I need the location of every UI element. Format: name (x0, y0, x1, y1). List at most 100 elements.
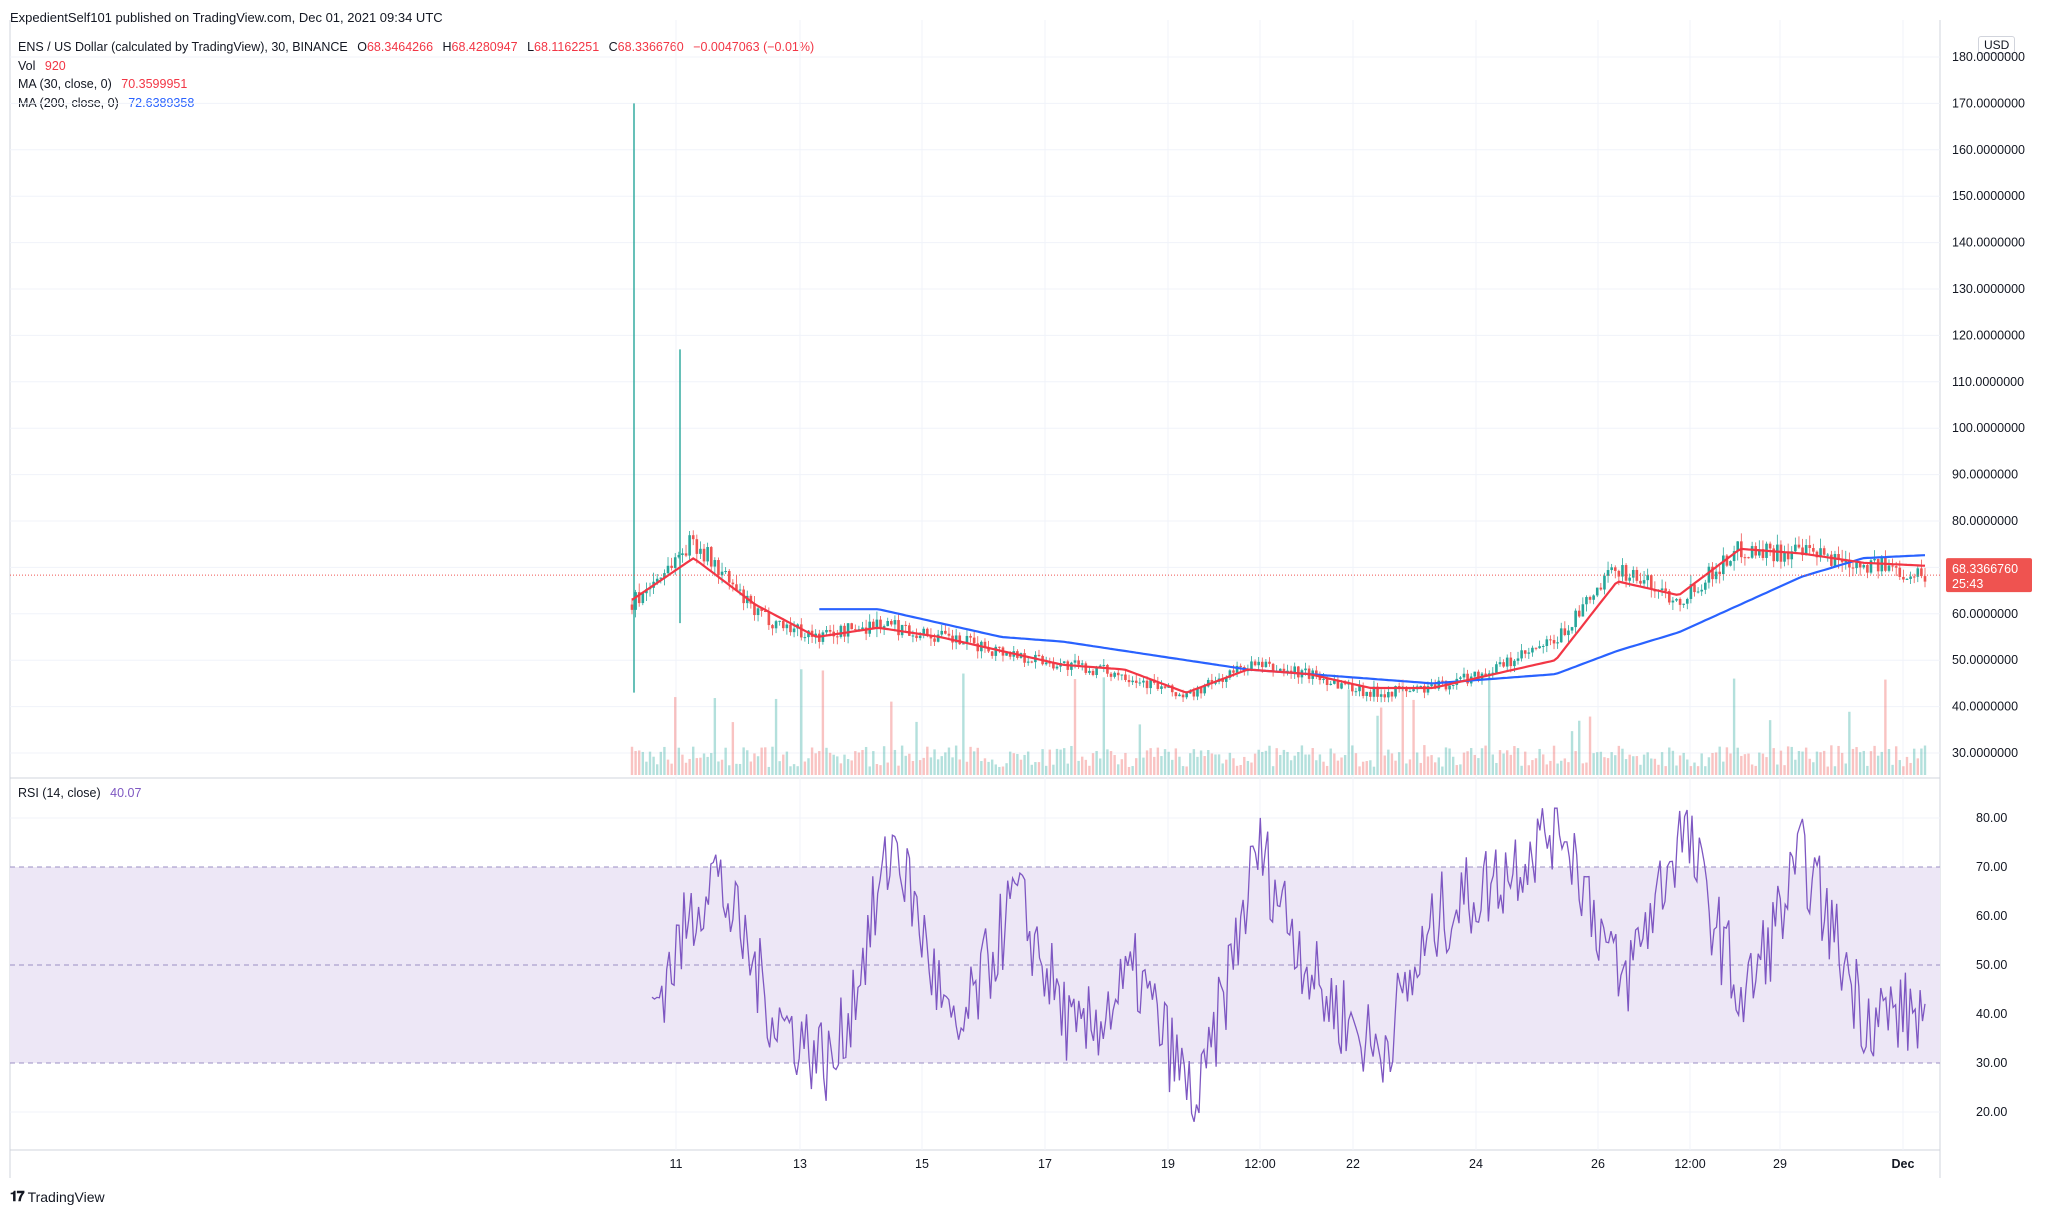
candle-body (958, 635, 962, 645)
footer-brand[interactable]: 𝟏𝟕 TradingView (10, 1188, 105, 1205)
volume-bar (1596, 752, 1599, 775)
volume-bar (828, 752, 832, 775)
volume-bar (1250, 762, 1253, 775)
candle-body (1887, 565, 1891, 571)
volume-bar (1621, 748, 1624, 775)
volume-bar (1574, 751, 1577, 775)
candle-body (911, 635, 915, 637)
candle-body (1358, 686, 1361, 692)
volume-bar (890, 701, 893, 775)
candle-body (1315, 670, 1318, 676)
volume-bar (778, 761, 781, 775)
candle-body (1131, 680, 1134, 683)
candle-body (1696, 591, 1700, 593)
candle-body (781, 620, 785, 629)
volume-bar (1898, 760, 1901, 775)
volume-bar (1797, 751, 1801, 775)
volume-bar (1315, 760, 1318, 775)
candle-body (1772, 548, 1776, 562)
volume-bar (1048, 749, 1051, 775)
volume-row[interactable]: Vol 920 (18, 57, 814, 76)
symbol-name[interactable]: ENS / US Dollar (calculated by TradingVi… (18, 40, 348, 54)
volume-bar (1876, 755, 1880, 775)
candle-body (1894, 566, 1898, 568)
candle-body (1282, 668, 1286, 671)
volume-bar (1394, 760, 1397, 775)
volume-bar (1513, 746, 1516, 775)
rsi-legend[interactable]: RSI (14, close) 40.07 (18, 786, 141, 800)
ma30-label: MA (30, close, 0) (18, 77, 112, 91)
candle-body (1462, 673, 1466, 678)
candle-body (1336, 680, 1340, 689)
candle-body (1595, 587, 1599, 596)
volume-bar (1232, 758, 1235, 775)
volume-bar (911, 761, 915, 775)
candle-body (1729, 561, 1732, 566)
candle-body (1819, 548, 1822, 558)
candle-body (1325, 679, 1329, 686)
candle-body (1430, 684, 1433, 687)
candle-body (1116, 672, 1120, 676)
candle-body (634, 592, 637, 610)
candle-body (1005, 652, 1008, 656)
volume-bar (951, 757, 954, 775)
volume-bar (1185, 766, 1188, 775)
volume-bar (1664, 766, 1667, 775)
candle-body (1142, 680, 1145, 683)
candle-body (1106, 664, 1109, 674)
volume-bar (1102, 677, 1106, 775)
price-tick-label: 170.0000000 (1952, 96, 2025, 110)
currency-button[interactable]: USD (1978, 36, 2016, 54)
candle-body (1750, 546, 1754, 558)
price-tick-label: 40.0000000 (1952, 700, 2018, 714)
candle-body (1678, 598, 1682, 605)
ma200-row[interactable]: MA (200, close, 0) 72.6389358 (18, 94, 814, 113)
volume-bar (969, 746, 972, 775)
volume-bar (1628, 754, 1631, 775)
volume-bar (1210, 753, 1214, 775)
rsi-tick-label: 20.00 (1976, 1105, 2007, 1119)
volume-bar (1189, 753, 1192, 775)
volume-bar (1693, 762, 1696, 775)
candle-body (1815, 551, 1819, 558)
ma30-row[interactable]: MA (30, close, 0) 70.3599951 (18, 75, 814, 94)
candle-body (749, 595, 753, 604)
volume-bar (1902, 766, 1905, 775)
volume-bar (1732, 678, 1736, 775)
price-tick-label: 100.0000000 (1952, 421, 2025, 435)
volume-bar (800, 669, 803, 775)
candle-body (994, 646, 998, 656)
candle-body (778, 620, 781, 622)
candle-body (1866, 565, 1869, 573)
volume-bar (1696, 766, 1700, 775)
volume-bar (1124, 752, 1127, 775)
volume-bar (1451, 756, 1455, 775)
volume-bar (983, 758, 987, 775)
volume-bar (1516, 748, 1520, 775)
volume-bar (1203, 756, 1206, 775)
candle-body (1837, 554, 1840, 560)
volume-bar (1084, 759, 1088, 775)
candle-body (1599, 587, 1603, 590)
volume-bar (1462, 752, 1466, 775)
volume-bar (1768, 720, 1772, 775)
candle-body (659, 577, 663, 579)
volume-bar (1743, 754, 1747, 775)
volume-bar (1214, 754, 1217, 775)
candle-body (1149, 679, 1152, 689)
candle-body (1253, 661, 1257, 666)
candle-body (1833, 554, 1837, 566)
volume-bar (1916, 758, 1919, 775)
candle-body (1549, 639, 1552, 641)
candle-body (1502, 662, 1505, 667)
volume-bar (1592, 753, 1595, 775)
volume-bar (1840, 752, 1844, 775)
rsi-tick-label: 40.00 (1976, 1007, 2007, 1021)
candle-body (1862, 565, 1866, 568)
volume-bar (1023, 754, 1026, 775)
candle-body (1178, 694, 1181, 697)
volume-bar (1423, 745, 1426, 775)
candle-body (1077, 660, 1080, 665)
volume-bar (1545, 764, 1549, 775)
